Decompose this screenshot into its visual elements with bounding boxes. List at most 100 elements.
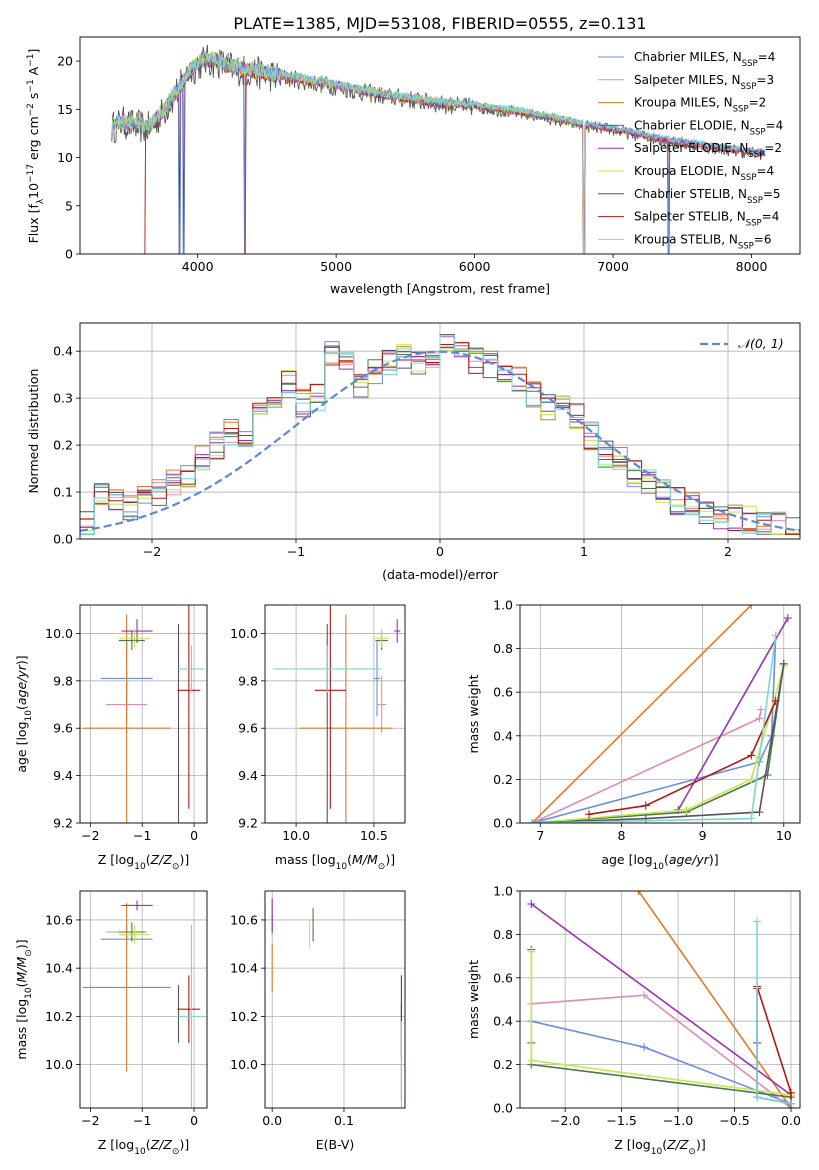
kroupa_elodie-line	[532, 665, 785, 823]
y-tick-label: 9.2	[53, 816, 73, 831]
x-tick-label: 10	[776, 828, 792, 843]
y-tick-label: 10.2	[45, 1009, 73, 1024]
x-axis-label: Z [log10(Z/Z⊙)]	[614, 1137, 705, 1157]
errorbars	[271, 898, 402, 1108]
y-tick-label: 9.6	[53, 721, 73, 736]
errorbars	[272, 605, 401, 823]
y-axis-label: age [log10(age/yr)]	[14, 655, 34, 772]
x-tick-label: 0	[190, 1113, 198, 1128]
x-tick-label: 7000	[597, 259, 629, 274]
y-tick-label: 0.6	[493, 685, 513, 700]
gaussian-curve	[80, 350, 800, 532]
y-tick-label: 10.0	[230, 626, 258, 641]
y-axis-label: Normed distribution	[26, 369, 41, 494]
kroupa_elodie-errorbar	[373, 628, 390, 648]
y-tick-label: 0.0	[493, 1101, 513, 1116]
massweight_vs_age-panel: 7 8 9 10 0.0 0.2 0.4 0.6 0.8 1.0 age [log10(age/yr…	[466, 598, 801, 872]
y-tick-label: 9.8	[53, 673, 73, 688]
x-tick-label: 8000	[736, 259, 768, 274]
kroupa_stelib-errorbar	[178, 924, 205, 1108]
age_vs_mass-panel: 10.0 10.5 9.2 9.4 9.6 9.8 10.0 mass [log10(M/M⊙…	[230, 604, 406, 872]
y-tick-label: 0.2	[493, 772, 513, 787]
y-axis-label: Flux [fλ10−17 erg cm−2 s−1 A−1]	[26, 49, 46, 244]
x-tick-label: 0	[190, 828, 198, 843]
y-tick-label: 0.0	[53, 532, 73, 547]
x-tick-label: −2	[81, 1113, 99, 1128]
salpeter_stelib-line	[756, 986, 792, 1108]
y-tick-label: 0	[65, 247, 73, 262]
y-tick-label: 0.6	[493, 970, 513, 985]
y-tick-label: 5	[65, 198, 73, 213]
y-tick-label: 0.4	[493, 728, 513, 743]
axes-frame	[519, 890, 801, 1109]
x-tick-label: 9	[699, 828, 707, 843]
kroupa_miles-line	[637, 891, 792, 1108]
y-axis-label: mass weight	[466, 674, 481, 753]
x-tick-label: 6000	[459, 259, 491, 274]
mass_vs_Z-panel: −2 −1 0 10.0 10.2 10.4 10.6 Z [log10(Z/Z⊙)] mass…	[14, 890, 208, 1157]
salpeter_elodie-errorbar	[394, 619, 401, 643]
x-tick-label: 7	[536, 828, 544, 843]
kroupa_miles-errorbar	[299, 614, 393, 823]
salpeter_elodie-errorbar	[121, 900, 153, 911]
x-tick-label: 0	[436, 544, 444, 559]
salpeter_stelib-errorbar	[177, 975, 201, 1043]
chabrier_miles-line	[531, 1020, 792, 1105]
salpeter_elodie-line	[677, 617, 789, 811]
axes-frame	[79, 890, 208, 1109]
kroupa_stelib-errorbar	[178, 645, 205, 693]
mass-weight-lines	[527, 891, 795, 1108]
y-tick-label: 10.6	[230, 912, 258, 927]
kroupa_miles-line	[531, 605, 752, 823]
axes-frame	[79, 36, 801, 255]
salpeter_elodie-errorbar	[121, 619, 153, 643]
chabrier_miles-errorbar	[373, 640, 381, 717]
errorbars	[82, 900, 205, 1108]
chabrier_elodie-line	[530, 949, 792, 1098]
y-tick-label: 9.6	[238, 721, 258, 736]
massweight_vs_Z-panel: −2.0 −1.5 −1.0 −0.5 0.0 0.0 0.2 0.4 0.6 0.8 1.0 Z […	[466, 884, 801, 1158]
y-tick-label: 10.0	[45, 1057, 73, 1072]
kroupa_elodie-errorbar	[118, 924, 150, 945]
chabrier_elodie-line	[532, 663, 785, 823]
legend-label: Chabrier MILES, NSSP=4	[634, 50, 775, 69]
x-tick-label: 4000	[182, 259, 214, 274]
y-tick-label: 10.6	[45, 912, 73, 927]
y-tick-label: 9.4	[53, 768, 73, 783]
x-tick-label: 0.0	[262, 1113, 282, 1128]
y-tick-label: 0.8	[493, 927, 513, 942]
x-tick-label: −1	[287, 544, 305, 559]
spectrum-panel: 4000 5000 6000 7000 8000 0 5 10 15 20 wavelength […	[26, 36, 801, 296]
kroupa_stelib-line	[532, 635, 777, 823]
mass-weight-lines	[528, 605, 792, 823]
axes-frame	[519, 604, 801, 824]
x-tick-label: −0.5	[719, 1113, 749, 1128]
salpeter_stelib-errorbar	[177, 605, 201, 809]
x-tick-label: 1	[580, 544, 588, 559]
kroupa_miles-errorbar	[82, 614, 171, 823]
x-tick-label: −2.0	[550, 1113, 580, 1128]
y-tick-label: 20	[57, 54, 73, 69]
chabrier_elodie-errorbar	[118, 631, 145, 651]
x-axis-label: age [log10(age/yr)]	[601, 852, 718, 872]
kroupa_stelib-spectrum-line	[111, 51, 766, 254]
x-tick-label: −1	[133, 828, 151, 843]
y-tick-label: 10.0	[45, 626, 73, 641]
kroupa_miles-errorbar	[82, 903, 171, 1072]
chabrier_miles-spectrum-line	[111, 53, 766, 254]
x-axis-label: wavelength [Angstrom, rest frame]	[330, 281, 550, 296]
x-tick-label: −1	[133, 1113, 151, 1128]
x-axis-label: Z [log10(Z/Z⊙)]	[98, 852, 189, 872]
x-tick-label: −1.0	[663, 1113, 693, 1128]
x-axis-label: Z [log10(Z/Z⊙)]	[98, 1137, 189, 1157]
legend-label: Salpeter MILES, NSSP=3	[634, 73, 774, 92]
salpeter_miles-errorbar	[377, 676, 387, 733]
legend-label: Chabrier STELIB, NSSP=5	[634, 187, 781, 206]
y-tick-label: 15	[57, 102, 73, 117]
y-tick-label: 9.8	[238, 673, 258, 688]
chabrier_stelib-line	[532, 663, 785, 823]
x-tick-label: −2	[81, 828, 99, 843]
y-tick-label: 0.0	[493, 816, 513, 831]
legend-label: Kroupa STELIB, NSSP=6	[634, 232, 772, 251]
spectrum-lines	[111, 44, 766, 254]
